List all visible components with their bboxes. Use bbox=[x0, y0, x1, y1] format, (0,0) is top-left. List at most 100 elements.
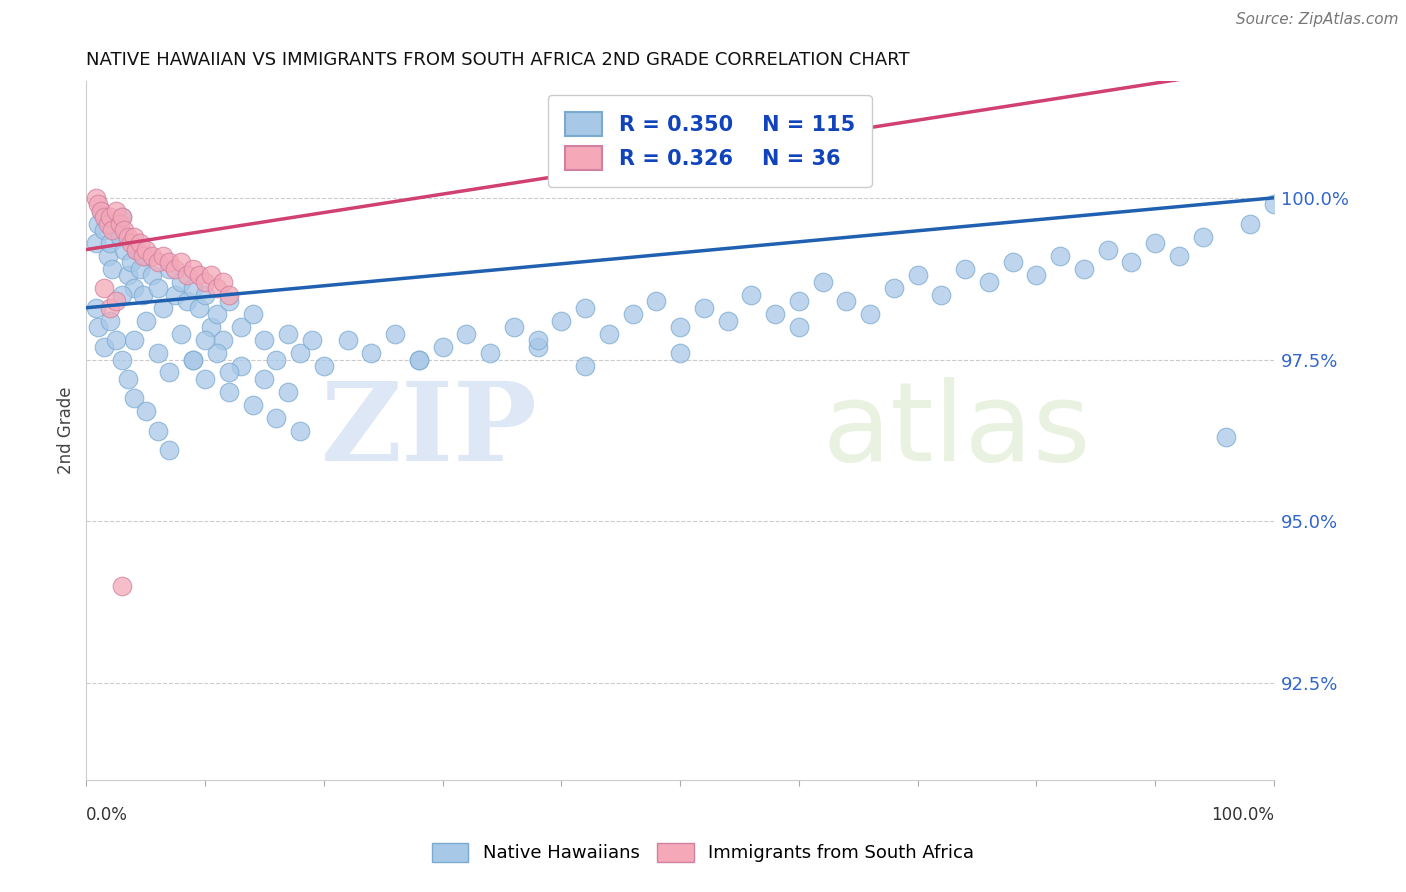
Point bbox=[93, 223, 115, 237]
Point bbox=[787, 320, 810, 334]
Point bbox=[111, 352, 134, 367]
Point bbox=[111, 211, 134, 225]
Point bbox=[1025, 268, 1047, 283]
Point bbox=[157, 443, 180, 458]
Point bbox=[277, 384, 299, 399]
Point bbox=[98, 236, 121, 251]
Point bbox=[1191, 229, 1213, 244]
Point bbox=[135, 404, 157, 418]
Point bbox=[157, 366, 180, 380]
Point bbox=[97, 249, 120, 263]
Point bbox=[104, 217, 127, 231]
Point bbox=[218, 288, 240, 302]
Point bbox=[112, 243, 135, 257]
Point bbox=[152, 301, 174, 315]
Point bbox=[598, 326, 620, 341]
Point bbox=[218, 366, 240, 380]
Point bbox=[194, 333, 217, 347]
Text: atlas: atlas bbox=[823, 377, 1091, 484]
Point bbox=[146, 255, 169, 269]
Point bbox=[87, 217, 110, 231]
Point bbox=[229, 320, 252, 334]
Point bbox=[93, 340, 115, 354]
Point bbox=[165, 262, 187, 277]
Point bbox=[1144, 236, 1167, 251]
Point bbox=[181, 262, 204, 277]
Point bbox=[122, 229, 145, 244]
Point bbox=[90, 203, 112, 218]
Point bbox=[200, 268, 222, 283]
Point bbox=[266, 410, 288, 425]
Point bbox=[288, 424, 311, 438]
Point bbox=[170, 255, 193, 269]
Point bbox=[93, 211, 115, 225]
Point bbox=[200, 320, 222, 334]
Point bbox=[205, 307, 228, 321]
Point bbox=[146, 346, 169, 360]
Point bbox=[716, 314, 738, 328]
Point bbox=[763, 307, 786, 321]
Point bbox=[122, 333, 145, 347]
Point bbox=[165, 288, 187, 302]
Point bbox=[301, 333, 323, 347]
Point bbox=[205, 281, 228, 295]
Point bbox=[574, 359, 596, 373]
Point bbox=[212, 275, 235, 289]
Point bbox=[170, 275, 193, 289]
Point bbox=[104, 294, 127, 309]
Point bbox=[907, 268, 929, 283]
Point bbox=[117, 268, 139, 283]
Point bbox=[1001, 255, 1024, 269]
Point bbox=[108, 217, 131, 231]
Point bbox=[502, 320, 524, 334]
Point bbox=[181, 352, 204, 367]
Point bbox=[122, 392, 145, 406]
Point bbox=[104, 203, 127, 218]
Point bbox=[550, 314, 572, 328]
Text: 100.0%: 100.0% bbox=[1211, 805, 1274, 824]
Point bbox=[526, 340, 548, 354]
Point bbox=[360, 346, 382, 360]
Point bbox=[132, 288, 155, 302]
Point bbox=[157, 262, 180, 277]
Point bbox=[117, 372, 139, 386]
Point bbox=[229, 359, 252, 373]
Point bbox=[787, 294, 810, 309]
Text: Source: ZipAtlas.com: Source: ZipAtlas.com bbox=[1236, 12, 1399, 27]
Point bbox=[170, 326, 193, 341]
Point bbox=[128, 236, 150, 251]
Point bbox=[621, 307, 644, 321]
Point bbox=[253, 372, 276, 386]
Point bbox=[141, 268, 163, 283]
Point bbox=[125, 243, 148, 257]
Point bbox=[108, 229, 131, 244]
Point bbox=[931, 288, 953, 302]
Text: 0.0%: 0.0% bbox=[86, 805, 128, 824]
Point bbox=[87, 197, 110, 211]
Point bbox=[669, 320, 692, 334]
Point bbox=[181, 352, 204, 367]
Point bbox=[101, 223, 124, 237]
Point bbox=[84, 191, 107, 205]
Point bbox=[1263, 197, 1285, 211]
Point bbox=[1049, 249, 1071, 263]
Point bbox=[456, 326, 478, 341]
Point bbox=[87, 320, 110, 334]
Point bbox=[408, 352, 430, 367]
Point bbox=[1215, 430, 1237, 444]
Point bbox=[135, 314, 157, 328]
Point bbox=[432, 340, 454, 354]
Point bbox=[135, 249, 157, 263]
Point bbox=[84, 236, 107, 251]
Y-axis label: 2nd Grade: 2nd Grade bbox=[58, 387, 75, 475]
Point bbox=[98, 211, 121, 225]
Point bbox=[111, 288, 134, 302]
Point bbox=[104, 333, 127, 347]
Point bbox=[152, 249, 174, 263]
Point bbox=[176, 294, 198, 309]
Point bbox=[93, 281, 115, 295]
Point bbox=[218, 294, 240, 309]
Point bbox=[253, 333, 276, 347]
Point bbox=[176, 268, 198, 283]
Point bbox=[117, 229, 139, 244]
